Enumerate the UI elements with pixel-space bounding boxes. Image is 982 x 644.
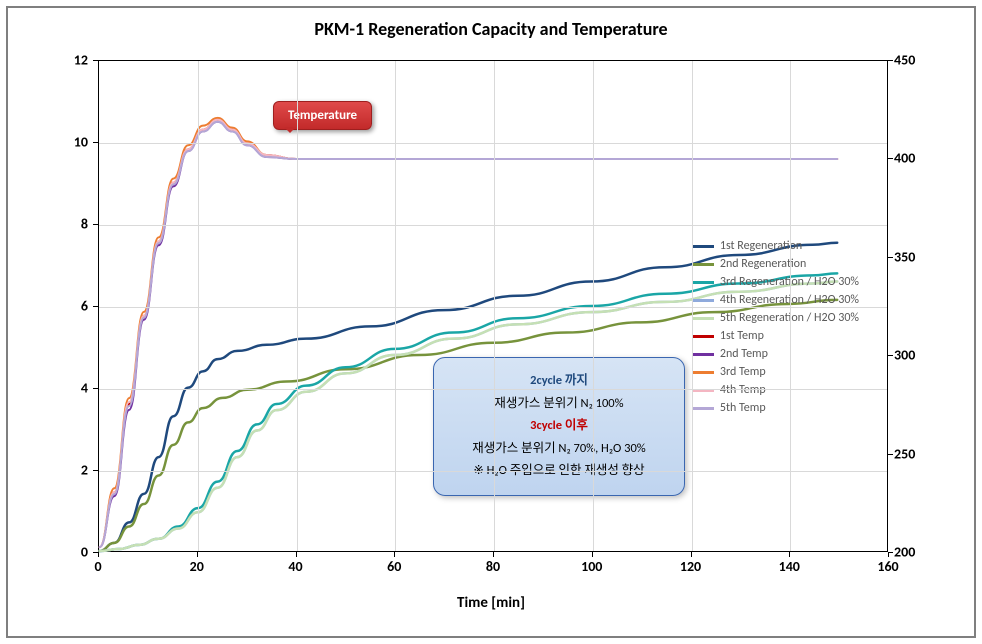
grid-line — [790, 61, 791, 551]
grid-line — [297, 61, 298, 551]
info-box: 2cycle 까지재생가스 분위기 N₂ 100%3cycle 이후재생가스 분… — [433, 357, 685, 496]
grid-line — [99, 225, 887, 226]
x-tick-label: 100 — [581, 558, 602, 575]
legend-item: 3rd Temp — [692, 365, 859, 379]
y-tick-label: 4 — [48, 380, 88, 397]
grid-line — [395, 61, 396, 551]
legend-swatch — [692, 245, 714, 248]
tick — [888, 158, 893, 159]
legend-item: 1st Regeneration — [692, 239, 859, 253]
tick — [888, 454, 893, 455]
legend-swatch — [692, 299, 714, 302]
x-tick-label: 120 — [680, 558, 701, 575]
legend-item: 4th Temp — [692, 383, 859, 397]
x-tick-label: 160 — [877, 558, 898, 575]
tick — [93, 142, 98, 143]
callout-label: Temperature — [288, 108, 357, 123]
legend-label: 1st Temp — [720, 329, 764, 343]
info-line: 재생가스 분위기 N₂ 100% — [456, 393, 662, 416]
y2-tick-label: 300 — [894, 347, 934, 364]
info-line: 재생가스 분위기 N₂ 70%, H₂O 30% — [456, 438, 662, 461]
legend-item: 5th Regeneration / H2O 30% — [692, 311, 859, 325]
chart-title: PKM-1 Regeneration Capacity and Temperat… — [0, 18, 982, 40]
y2-tick-label: 200 — [894, 544, 934, 561]
y2-tick-label: 400 — [894, 150, 934, 167]
x-tick-label: 20 — [190, 558, 204, 575]
tick — [888, 257, 893, 258]
tick — [98, 552, 99, 557]
legend-swatch — [692, 281, 714, 284]
y2-tick-label: 250 — [894, 445, 934, 462]
legend-item: 3rd Regeneration / H2O 30% — [692, 275, 859, 289]
legend-item: 5th Temp — [692, 401, 859, 415]
x-tick-label: 80 — [486, 558, 500, 575]
grid-line — [494, 61, 495, 551]
legend-label: 5th Temp — [720, 401, 766, 415]
grid-line — [99, 389, 887, 390]
y2-tick-label: 450 — [894, 52, 934, 69]
tick — [93, 224, 98, 225]
grid-line — [198, 61, 199, 551]
tick — [93, 306, 98, 307]
legend-swatch — [692, 407, 714, 410]
y-tick-label: 12 — [48, 52, 88, 69]
grid-line — [593, 61, 594, 551]
y-tick-label: 10 — [48, 134, 88, 151]
y-tick-label: 2 — [48, 462, 88, 479]
x-tick-label: 60 — [387, 558, 401, 575]
legend-label: 2nd Regeneration — [720, 257, 806, 271]
tick — [93, 470, 98, 471]
x-tick-label: 0 — [94, 558, 101, 575]
x-tick-label: 40 — [288, 558, 302, 575]
legend-item: 2nd Temp — [692, 347, 859, 361]
legend-swatch — [692, 371, 714, 374]
legend-swatch — [692, 335, 714, 338]
tick — [93, 388, 98, 389]
y-tick-label: 8 — [48, 216, 88, 233]
tick — [888, 355, 893, 356]
tick — [197, 552, 198, 557]
y-tick-label: 6 — [48, 298, 88, 315]
tick — [296, 552, 297, 557]
grid-line — [99, 143, 887, 144]
legend-swatch — [692, 353, 714, 356]
tick — [493, 552, 494, 557]
grid-line — [99, 471, 887, 472]
x-axis-label: Time [min] — [0, 594, 982, 612]
tick — [789, 552, 790, 557]
tick — [592, 552, 593, 557]
legend-label: 2nd Temp — [720, 347, 768, 361]
tick — [888, 552, 889, 557]
legend-swatch — [692, 263, 714, 266]
grid-line — [99, 307, 887, 308]
temperature-callout: Temperature — [273, 101, 372, 130]
info-line: 3cycle 이후 — [456, 415, 662, 438]
legend-item: 4th Regeneration / H2O 30% — [692, 293, 859, 307]
tick — [93, 60, 98, 61]
y-tick-label: 0 — [48, 544, 88, 561]
legend-label: 3rd Temp — [720, 365, 766, 379]
grid-line — [692, 61, 693, 551]
legend: 1st Regeneration 2nd Regeneration 3rd Rege… — [682, 229, 869, 425]
plot-area: Temperature 2cycle 까지재생가스 분위기 N₂ 100%3cy… — [98, 60, 888, 552]
legend-swatch — [692, 317, 714, 320]
y2-tick-label: 350 — [894, 248, 934, 265]
legend-label: 4th Temp — [720, 383, 766, 397]
legend-item: 1st Temp — [692, 329, 859, 343]
tick — [394, 552, 395, 557]
tick — [888, 60, 893, 61]
legend-item: 2nd Regeneration — [692, 257, 859, 271]
x-tick-label: 140 — [779, 558, 800, 575]
tick — [691, 552, 692, 557]
